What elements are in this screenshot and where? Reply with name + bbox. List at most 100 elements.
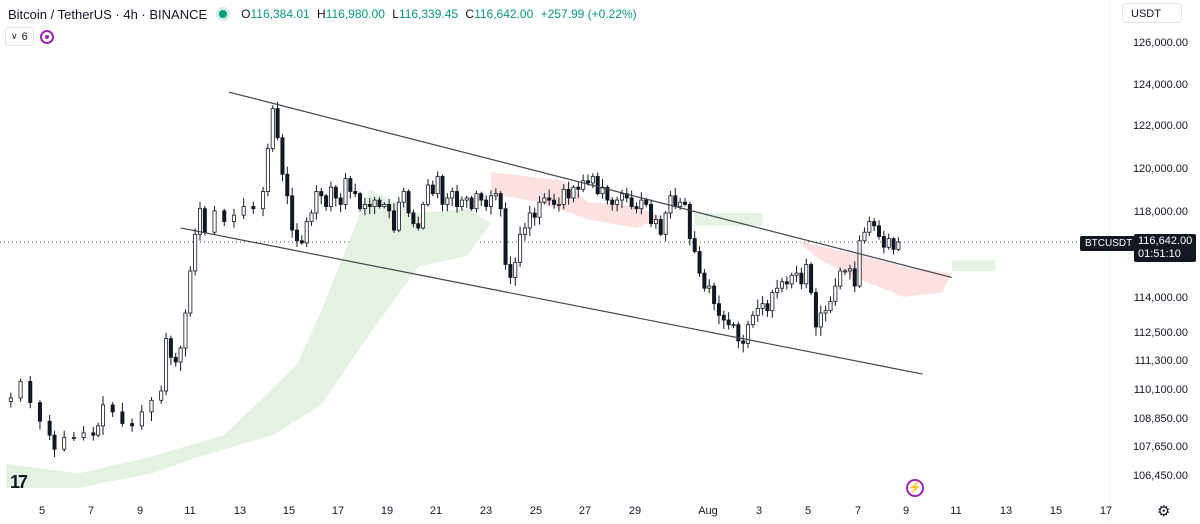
lightning-icon[interactable]: ⚡ <box>906 479 924 497</box>
candle-body <box>799 272 804 285</box>
candle-body <box>780 281 785 289</box>
candle <box>615 196 620 212</box>
indicator-toggle-button[interactable]: ∨ 6 <box>5 27 34 46</box>
candle-body <box>455 191 460 207</box>
candle <box>804 258 809 289</box>
time-tick-label: 3 <box>755 505 763 517</box>
symbol-title[interactable]: Bitcoin / TetherUS · 4h · BINANCE <box>8 6 208 22</box>
candle <box>624 187 629 203</box>
ichimoku-cloud <box>6 172 996 488</box>
candle-body <box>28 380 33 404</box>
currency-selector[interactable]: USDT <box>1122 3 1182 23</box>
candle-body <box>168 338 173 358</box>
candle-body <box>324 195 329 207</box>
candle <box>683 197 688 207</box>
candle-body <box>542 197 547 203</box>
candle <box>387 198 392 219</box>
candle <box>755 299 760 322</box>
candle <box>872 218 877 232</box>
candle <box>139 405 144 430</box>
candle <box>202 206 207 236</box>
candle <box>721 310 726 329</box>
candle <box>173 352 178 367</box>
candle <box>537 196 542 225</box>
candle <box>818 305 823 336</box>
candle <box>784 276 789 290</box>
candle <box>183 309 188 357</box>
cloud-green-1 <box>694 213 763 226</box>
candle-body <box>47 420 52 436</box>
candle-body <box>784 281 789 285</box>
eye-circle-icon[interactable] <box>39 29 54 44</box>
candle-body <box>673 195 678 207</box>
candle-body <box>401 191 406 203</box>
candle <box>780 277 785 293</box>
bar-countdown: 01:51:10 <box>1138 248 1181 260</box>
candle-body <box>81 432 86 438</box>
candle <box>193 228 198 276</box>
candle <box>891 236 896 255</box>
candle <box>338 193 343 213</box>
candle <box>62 430 67 452</box>
candle-body <box>319 191 324 197</box>
candle-body <box>838 270 843 287</box>
candle <box>28 375 33 409</box>
candle-body <box>886 238 891 248</box>
candle-body <box>440 176 445 205</box>
candle-body <box>547 197 552 201</box>
candle-body <box>532 212 537 218</box>
candle-body <box>101 404 106 427</box>
candle <box>120 402 125 427</box>
candle-body <box>416 223 421 229</box>
chart-legend: Bitcoin / TetherUS · 4h · BINANCE O116,3… <box>8 4 641 24</box>
candle-body <box>639 199 644 210</box>
candle-body <box>770 292 775 312</box>
time-tick-label: Aug <box>698 505 718 517</box>
tradingview-logo[interactable]: 17 <box>10 472 28 492</box>
candle-body <box>896 241 901 250</box>
candle <box>484 195 489 211</box>
gear-icon[interactable]: ⚙ <box>1157 503 1171 520</box>
price-tick-label: 110,100.00 <box>1133 384 1188 396</box>
candle <box>896 237 901 252</box>
indicator-row: ∨ 6 <box>5 27 54 46</box>
candle-body <box>314 191 319 214</box>
candle <box>770 289 775 318</box>
candle-body <box>527 212 532 229</box>
price-tick-label: 124,000.00 <box>1132 79 1188 91</box>
lower-trendline <box>180 227 923 375</box>
candle <box>847 264 852 280</box>
candle-body <box>212 210 217 233</box>
cloud-red-1 <box>796 240 952 297</box>
time-tick-label: 5 <box>804 505 812 517</box>
time-tick-label: 15 <box>1049 505 1063 517</box>
candle <box>498 191 503 217</box>
candle <box>110 402 115 418</box>
time-tick-label: 17 <box>1099 505 1113 517</box>
candle <box>760 296 765 316</box>
price-tick-label: 112,500.00 <box>1133 327 1188 339</box>
candle-body <box>586 180 591 184</box>
candle <box>464 195 469 208</box>
candle <box>372 196 377 214</box>
candle-body <box>474 193 479 210</box>
candle-body <box>173 356 178 363</box>
candle-body <box>741 340 746 344</box>
trend-channel[interactable] <box>180 91 952 375</box>
candle <box>91 426 96 441</box>
candle-body <box>464 197 469 201</box>
candle-body <box>818 312 823 328</box>
candle <box>304 217 309 248</box>
candle-body <box>91 432 96 436</box>
candle <box>852 261 857 293</box>
price-tick-label: 126,000.00 <box>1132 37 1188 49</box>
candle-body <box>294 229 299 242</box>
candle <box>188 265 193 317</box>
candle-body <box>362 203 367 210</box>
change-value: +257.99 (+0.22%) <box>540 7 637 21</box>
candle <box>833 278 838 306</box>
candle-body <box>813 292 818 328</box>
candle <box>435 171 440 199</box>
candle-body <box>183 312 188 349</box>
